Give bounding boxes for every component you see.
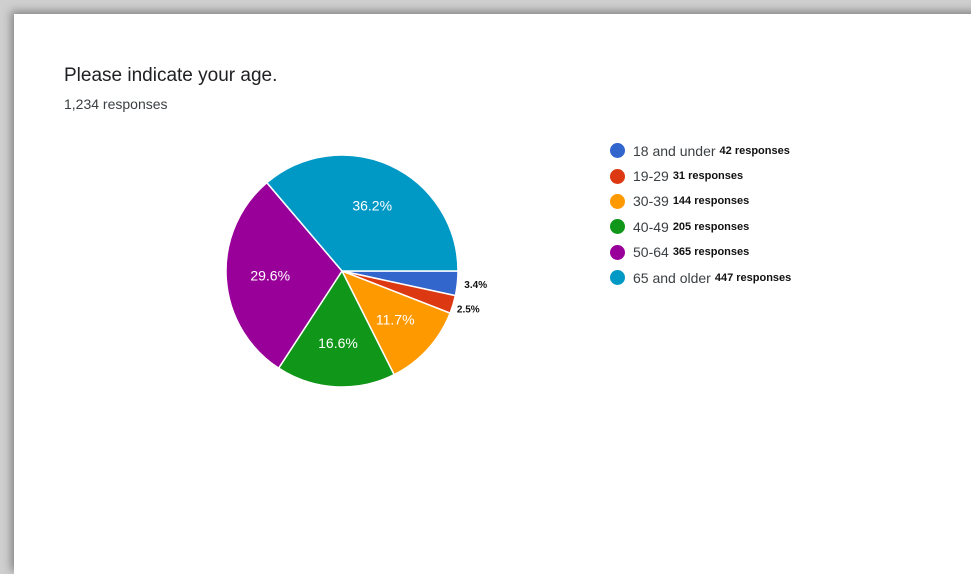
slice-percent-label-2: 11.7% <box>376 311 415 327</box>
legend-label: 40-49 <box>633 218 669 235</box>
legend-label: 65 and older <box>633 269 711 286</box>
pie-slice-4[interactable] <box>225 181 343 370</box>
legend-swatch <box>610 219 625 235</box>
legend-count: 144 responses <box>672 195 750 208</box>
legend-label: 30-39 <box>633 193 669 210</box>
legend-item-1[interactable]: 19-29 31 responses <box>610 163 791 188</box>
slice-percent-label-0: 3.4% <box>464 280 487 291</box>
legend-swatch <box>610 244 625 260</box>
pie-slice-5[interactable] <box>265 154 459 272</box>
legend-label: 18 and under <box>633 142 716 159</box>
legend-swatch <box>610 143 625 159</box>
legend-count: 31 responses <box>672 170 744 183</box>
legend-count: 205 responses <box>672 220 750 233</box>
legend-count: 42 responses <box>719 144 790 157</box>
legend-count: 447 responses <box>714 271 792 284</box>
pie-slice-2[interactable] <box>340 269 452 376</box>
pie-slice-3[interactable] <box>277 269 396 388</box>
legend-item-2[interactable]: 30-39 144 responses <box>610 189 791 214</box>
pie-chart: 3.4% 2.5% 11.7% 16.6% 29.6% 36.2% <box>225 154 487 388</box>
legend-count: 365 responses <box>672 246 750 259</box>
legend-label: 50-64 <box>633 244 669 261</box>
response-count: 1,234 responses <box>64 96 168 112</box>
slice-percent-label-5: 36.2% <box>352 198 392 214</box>
slice-percent-label-4: 29.6% <box>250 268 290 284</box>
legend-swatch <box>610 168 625 184</box>
legend-label: 19-29 <box>633 168 669 185</box>
slice-percent-label-1: 2.5% <box>457 305 480 316</box>
chart-title: Please indicate your age. <box>64 65 278 86</box>
legend-item-3[interactable]: 40-49 205 responses <box>610 214 791 239</box>
legend-item-0[interactable]: 18 and under 42 responses <box>610 138 791 163</box>
chart-card: Please indicate your age. 1,234 response… <box>14 14 971 574</box>
legend-item-4[interactable]: 50-64 365 responses <box>610 240 791 265</box>
legend-swatch <box>610 270 625 286</box>
chart-legend: 18 and under 42 responses 19-29 31 response… <box>610 138 791 290</box>
legend-swatch <box>610 193 625 209</box>
slice-percent-label-3: 16.6% <box>318 335 358 351</box>
legend-item-5[interactable]: 65 and older 447 responses <box>610 265 791 290</box>
